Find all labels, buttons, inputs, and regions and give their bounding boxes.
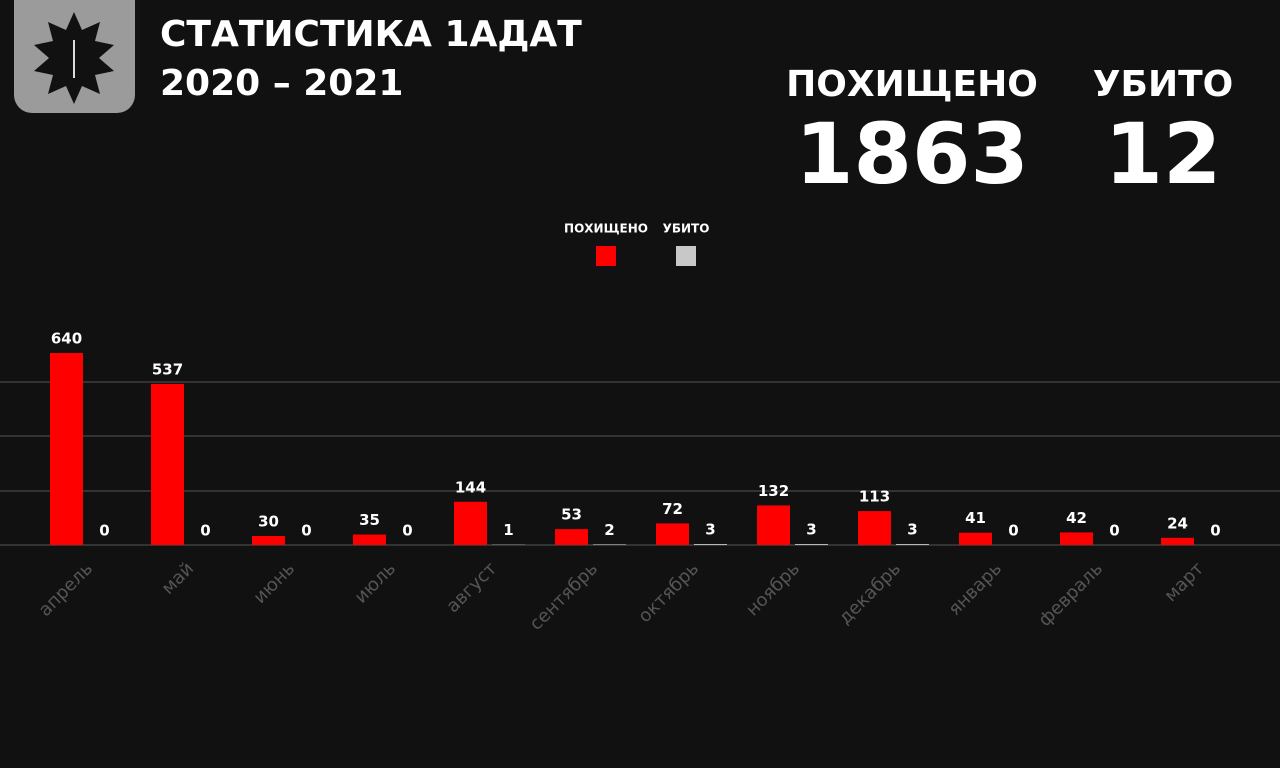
- bar: [858, 511, 891, 545]
- bar: [593, 544, 626, 545]
- x-tick-label: февраль: [1034, 558, 1107, 631]
- value-label: 0: [1109, 522, 1119, 540]
- value-label: 144: [455, 478, 486, 496]
- value-label: 2: [604, 521, 614, 539]
- bar: [656, 523, 689, 545]
- x-tick-label: май: [158, 558, 199, 599]
- x-tick-label: сентябрь: [526, 558, 603, 635]
- value-label: 0: [99, 522, 109, 540]
- legend-swatch: [676, 246, 696, 266]
- value-label: 537: [152, 360, 183, 378]
- bar: [896, 544, 929, 545]
- summary-value: 12: [1105, 105, 1222, 203]
- bar: [694, 544, 727, 545]
- value-label: 0: [1210, 522, 1220, 540]
- value-label: 1: [503, 521, 513, 539]
- value-label: 3: [907, 521, 917, 539]
- bar: [454, 502, 487, 545]
- bar: [959, 533, 992, 545]
- x-tick-label: декабрь: [835, 558, 905, 628]
- summary-value: 1863: [795, 105, 1029, 203]
- bar: [50, 353, 83, 545]
- value-label: 0: [402, 522, 412, 540]
- value-label: 113: [859, 488, 890, 506]
- value-label: 0: [200, 522, 210, 540]
- x-tick-label: август: [442, 558, 501, 617]
- value-label: 640: [51, 330, 82, 348]
- value-label: 30: [258, 513, 279, 531]
- bar: [151, 384, 184, 545]
- bar: [252, 536, 285, 545]
- legend-swatch: [596, 246, 616, 266]
- x-tick-label: март: [1160, 558, 1208, 606]
- bar: [1161, 538, 1194, 545]
- chart-subtitle: 2020 – 2021: [160, 63, 403, 104]
- summary-label: УБИТО: [1093, 64, 1233, 105]
- x-tick-label: октябрь: [634, 558, 703, 627]
- x-tick-label: январь: [944, 558, 1006, 620]
- value-label: 132: [758, 482, 789, 500]
- value-label: 3: [705, 521, 715, 539]
- value-label: 35: [359, 511, 380, 529]
- x-tick-label: июнь: [249, 558, 299, 608]
- value-label: 0: [301, 522, 311, 540]
- legend-label: УБИТО: [663, 222, 710, 236]
- value-label: 3: [806, 521, 816, 539]
- x-tick-label: ноябрь: [742, 558, 804, 620]
- bar: [795, 544, 828, 545]
- legend-label: ПОХИЩЕНО: [564, 222, 648, 236]
- value-label: 41: [965, 509, 986, 527]
- value-label: 42: [1066, 509, 1087, 527]
- x-tick-label: июль: [351, 558, 400, 607]
- value-label: 24: [1167, 514, 1188, 532]
- x-tick-label: апрель: [35, 558, 98, 621]
- bar: [757, 505, 790, 545]
- summary-label: ПОХИЩЕНО: [786, 64, 1038, 105]
- bar: [555, 529, 588, 545]
- value-label: 0: [1008, 522, 1018, 540]
- bar: [1060, 532, 1093, 545]
- bar: [353, 535, 386, 546]
- value-label: 72: [662, 500, 683, 518]
- chart-title: СТАТИСТИКА 1АДАТ: [160, 14, 582, 55]
- value-label: 53: [561, 506, 582, 524]
